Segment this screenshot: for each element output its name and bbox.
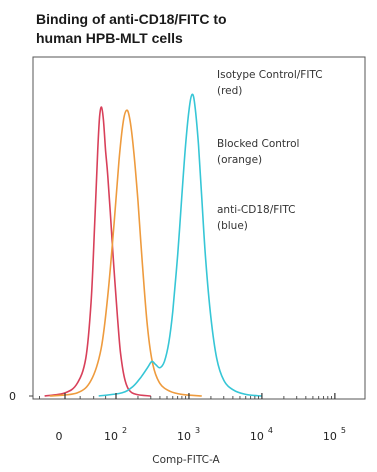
svg-text:10: 10 (177, 430, 191, 443)
x-tick-label: 10 2 (104, 426, 127, 443)
svg-text:4: 4 (268, 426, 273, 435)
x-tick-label: 10 5 (323, 426, 346, 443)
histogram-series-0 (44, 106, 151, 397)
histogram-series-2 (98, 93, 262, 397)
chart-title-line-1: Binding of anti-CD18/FITC to (36, 11, 227, 27)
x-tick-label: 0 (56, 430, 63, 443)
svg-text:3: 3 (195, 426, 200, 435)
series-layer (44, 93, 262, 397)
annotations: Isotype Control/FITC (red) Blocked Control… (217, 69, 323, 232)
svg-text:10: 10 (104, 430, 118, 443)
chart-title: Binding of anti-CD18/FITC to human HPB-M… (36, 10, 366, 48)
annotation-0-line-0: Isotype Control/FITC (217, 69, 323, 81)
svg-text:10: 10 (250, 430, 264, 443)
svg-text:0: 0 (56, 430, 63, 443)
annotation-0-line-1: (red) (217, 85, 242, 97)
annotation-2-line-0: anti-CD18/FITC (217, 204, 296, 216)
annotation-1-line-0: Blocked Control (217, 138, 299, 150)
annotation-2-line-1: (blue) (217, 220, 248, 232)
x-tick-label: 10 3 (177, 426, 200, 443)
y-tick-label: 0 (9, 390, 16, 403)
plot-frame (32, 56, 366, 400)
x-axis: 0 0 10 2 10 3 10 4 10 5 (9, 390, 346, 443)
histogram-series-1 (49, 109, 202, 397)
chart-title-line-2: human HPB-MLT cells (36, 30, 183, 46)
svg-text:2: 2 (122, 426, 127, 435)
svg-text:5: 5 (341, 426, 346, 435)
annotation-1-line-1: (orange) (217, 154, 262, 166)
svg-text:10: 10 (323, 430, 337, 443)
x-axis-label: Comp-FITC-A (152, 454, 220, 466)
x-tick-label: 10 4 (250, 426, 273, 443)
